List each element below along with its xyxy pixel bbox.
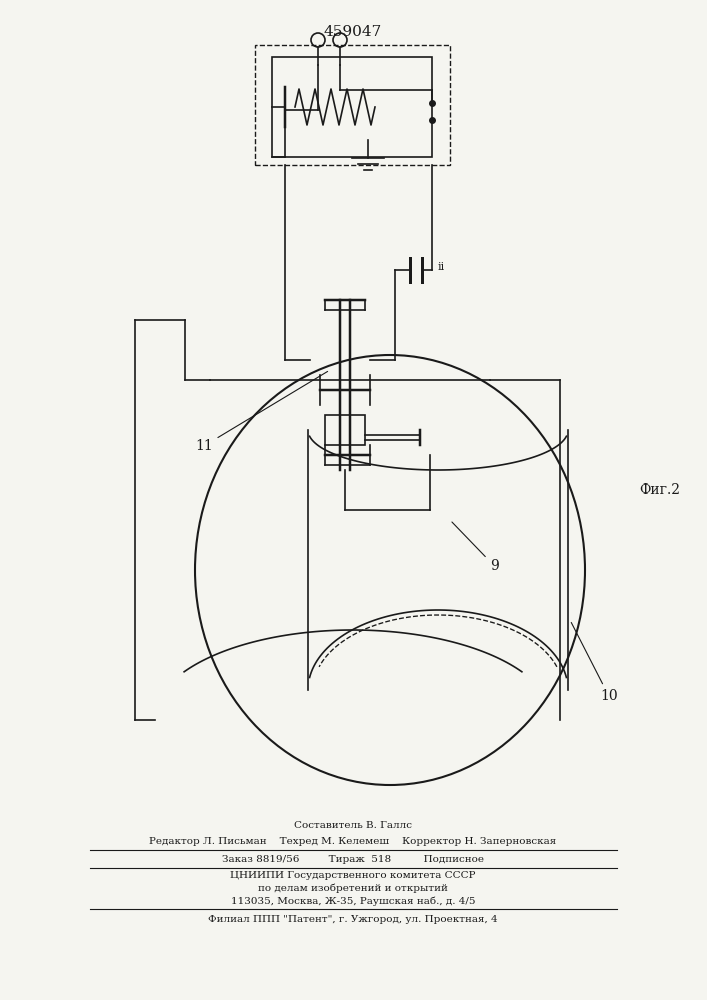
Bar: [325, 415, 365, 445]
Text: ii: ii: [438, 262, 445, 272]
Text: ЦНИИПИ Государственного комитета СССР: ЦНИИПИ Государственного комитета СССР: [230, 870, 476, 880]
Text: 9: 9: [452, 522, 498, 573]
Text: Заказ 8819/56         Тираж  518          Подписное: Заказ 8819/56 Тираж 518 Подписное: [222, 856, 484, 864]
Text: Филиал ППП "Патент", г. Ужгород, ул. Проектная, 4: Филиал ППП "Патент", г. Ужгород, ул. Про…: [208, 916, 498, 924]
Text: 10: 10: [571, 622, 618, 703]
Text: 11: 11: [195, 371, 327, 453]
Text: Составитель В. Галлс: Составитель В. Галлс: [294, 820, 412, 830]
Text: 113035, Москва, Ж-35, Раушская наб., д. 4/5: 113035, Москва, Ж-35, Раушская наб., д. …: [230, 896, 475, 906]
Text: Редактор Л. Письман    Техред М. Келемеш    Корректор Н. Заперновская: Редактор Л. Письман Техред М. Келемеш Ко…: [149, 838, 556, 846]
Text: 459047: 459047: [324, 25, 382, 39]
Text: по делам изобретений и открытий: по делам изобретений и открытий: [258, 883, 448, 893]
Bar: [272, 57, 432, 157]
Bar: [255, 45, 450, 165]
Text: Фиг.2: Фиг.2: [640, 483, 681, 497]
